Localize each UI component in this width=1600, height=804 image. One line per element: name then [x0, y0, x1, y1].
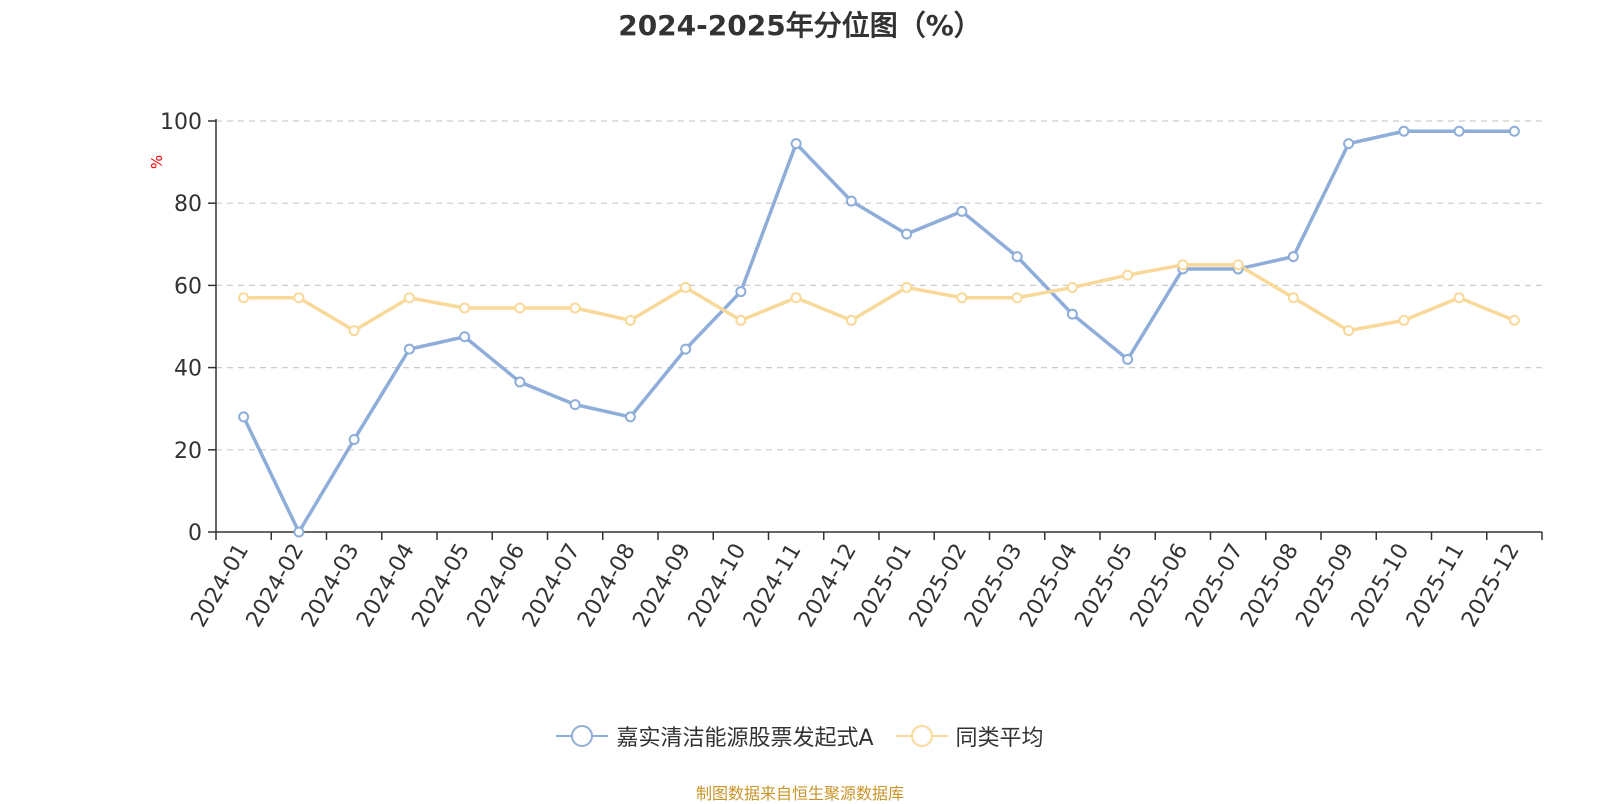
series-line-0 — [242, 129, 1515, 534]
data-point-series-0 — [348, 434, 360, 446]
y-tick-label: 20 — [174, 439, 202, 464]
data-point-series-0 — [1398, 125, 1410, 137]
data-point-series-1 — [293, 292, 305, 304]
data-point-series-0 — [293, 526, 305, 538]
data-point-series-0 — [901, 228, 913, 240]
legend-swatch-fund — [556, 725, 609, 747]
data-point-series-0 — [790, 138, 802, 150]
data-point-series-0 — [735, 286, 747, 298]
data-point-series-0 — [624, 411, 636, 423]
data-point-series-0 — [1122, 353, 1134, 365]
data-point-series-0 — [956, 205, 968, 217]
legend-swatch-peer-average — [895, 725, 948, 747]
data-point-series-1 — [901, 281, 913, 293]
data-point-series-0 — [238, 411, 250, 423]
data-point-series-0 — [1011, 251, 1023, 263]
data-point-series-1 — [348, 325, 360, 337]
data-point-series-0 — [680, 343, 692, 355]
data-point-series-0 — [1066, 308, 1078, 320]
y-tick-label: 60 — [174, 274, 202, 299]
data-point-series-1 — [790, 292, 802, 304]
data-point-series-1 — [1398, 314, 1410, 326]
legend-label-peer-average: 同类平均 — [955, 726, 1044, 751]
data-point-series-1 — [1508, 314, 1520, 326]
data-point-series-0 — [1343, 138, 1355, 150]
data-point-series-0 — [1508, 125, 1520, 137]
data-point-series-1 — [1122, 269, 1134, 281]
data-point-series-1 — [569, 302, 581, 314]
series-line-1 — [243, 263, 1516, 333]
data-point-series-1 — [1011, 292, 1023, 304]
data-point-series-0 — [403, 343, 415, 355]
data-point-series-1 — [514, 302, 526, 314]
data-point-series-1 — [403, 292, 415, 304]
line-chart: 020406080100%2024-012024-022024-032024-0… — [148, 110, 1543, 632]
legend-item-peer-average[interactable]: 同类平均 — [895, 720, 1044, 752]
data-point-series-0 — [569, 399, 581, 411]
data-point-series-1 — [1177, 259, 1189, 271]
chart-title: 2024-2025年分位图（%） — [618, 9, 982, 42]
data-point-series-1 — [459, 302, 471, 314]
data-point-series-0 — [1287, 251, 1299, 263]
data-point-series-1 — [1343, 325, 1355, 337]
legend: 嘉实清洁能源股票发起式A 同类平均 — [0, 720, 1600, 752]
data-point-series-0 — [459, 331, 471, 343]
data-point-series-1 — [238, 292, 250, 304]
data-point-series-1 — [1232, 259, 1244, 271]
data-point-series-1 — [680, 281, 692, 293]
y-axis-label: % — [148, 155, 166, 169]
y-tick-label: 80 — [174, 192, 202, 217]
legend-item-fund[interactable]: 嘉实清洁能源股票发起式A — [556, 720, 874, 752]
data-point-series-0 — [845, 195, 857, 207]
data-point-series-1 — [735, 314, 747, 326]
y-tick-label: 0 — [188, 521, 202, 546]
data-point-series-0 — [514, 376, 526, 388]
y-tick-label: 100 — [160, 110, 202, 135]
data-point-series-1 — [624, 314, 636, 326]
data-point-series-1 — [1453, 292, 1465, 304]
data-point-series-1 — [1287, 292, 1299, 304]
data-point-series-1 — [845, 314, 857, 326]
data-point-series-1 — [1066, 281, 1078, 293]
legend-label-fund: 嘉实清洁能源股票发起式A — [616, 726, 874, 751]
source-note: 制图数据来自恒生聚源数据库 — [695, 784, 904, 803]
data-point-series-1 — [956, 292, 968, 304]
data-point-series-0 — [1453, 125, 1465, 137]
y-tick-label: 40 — [174, 357, 202, 382]
